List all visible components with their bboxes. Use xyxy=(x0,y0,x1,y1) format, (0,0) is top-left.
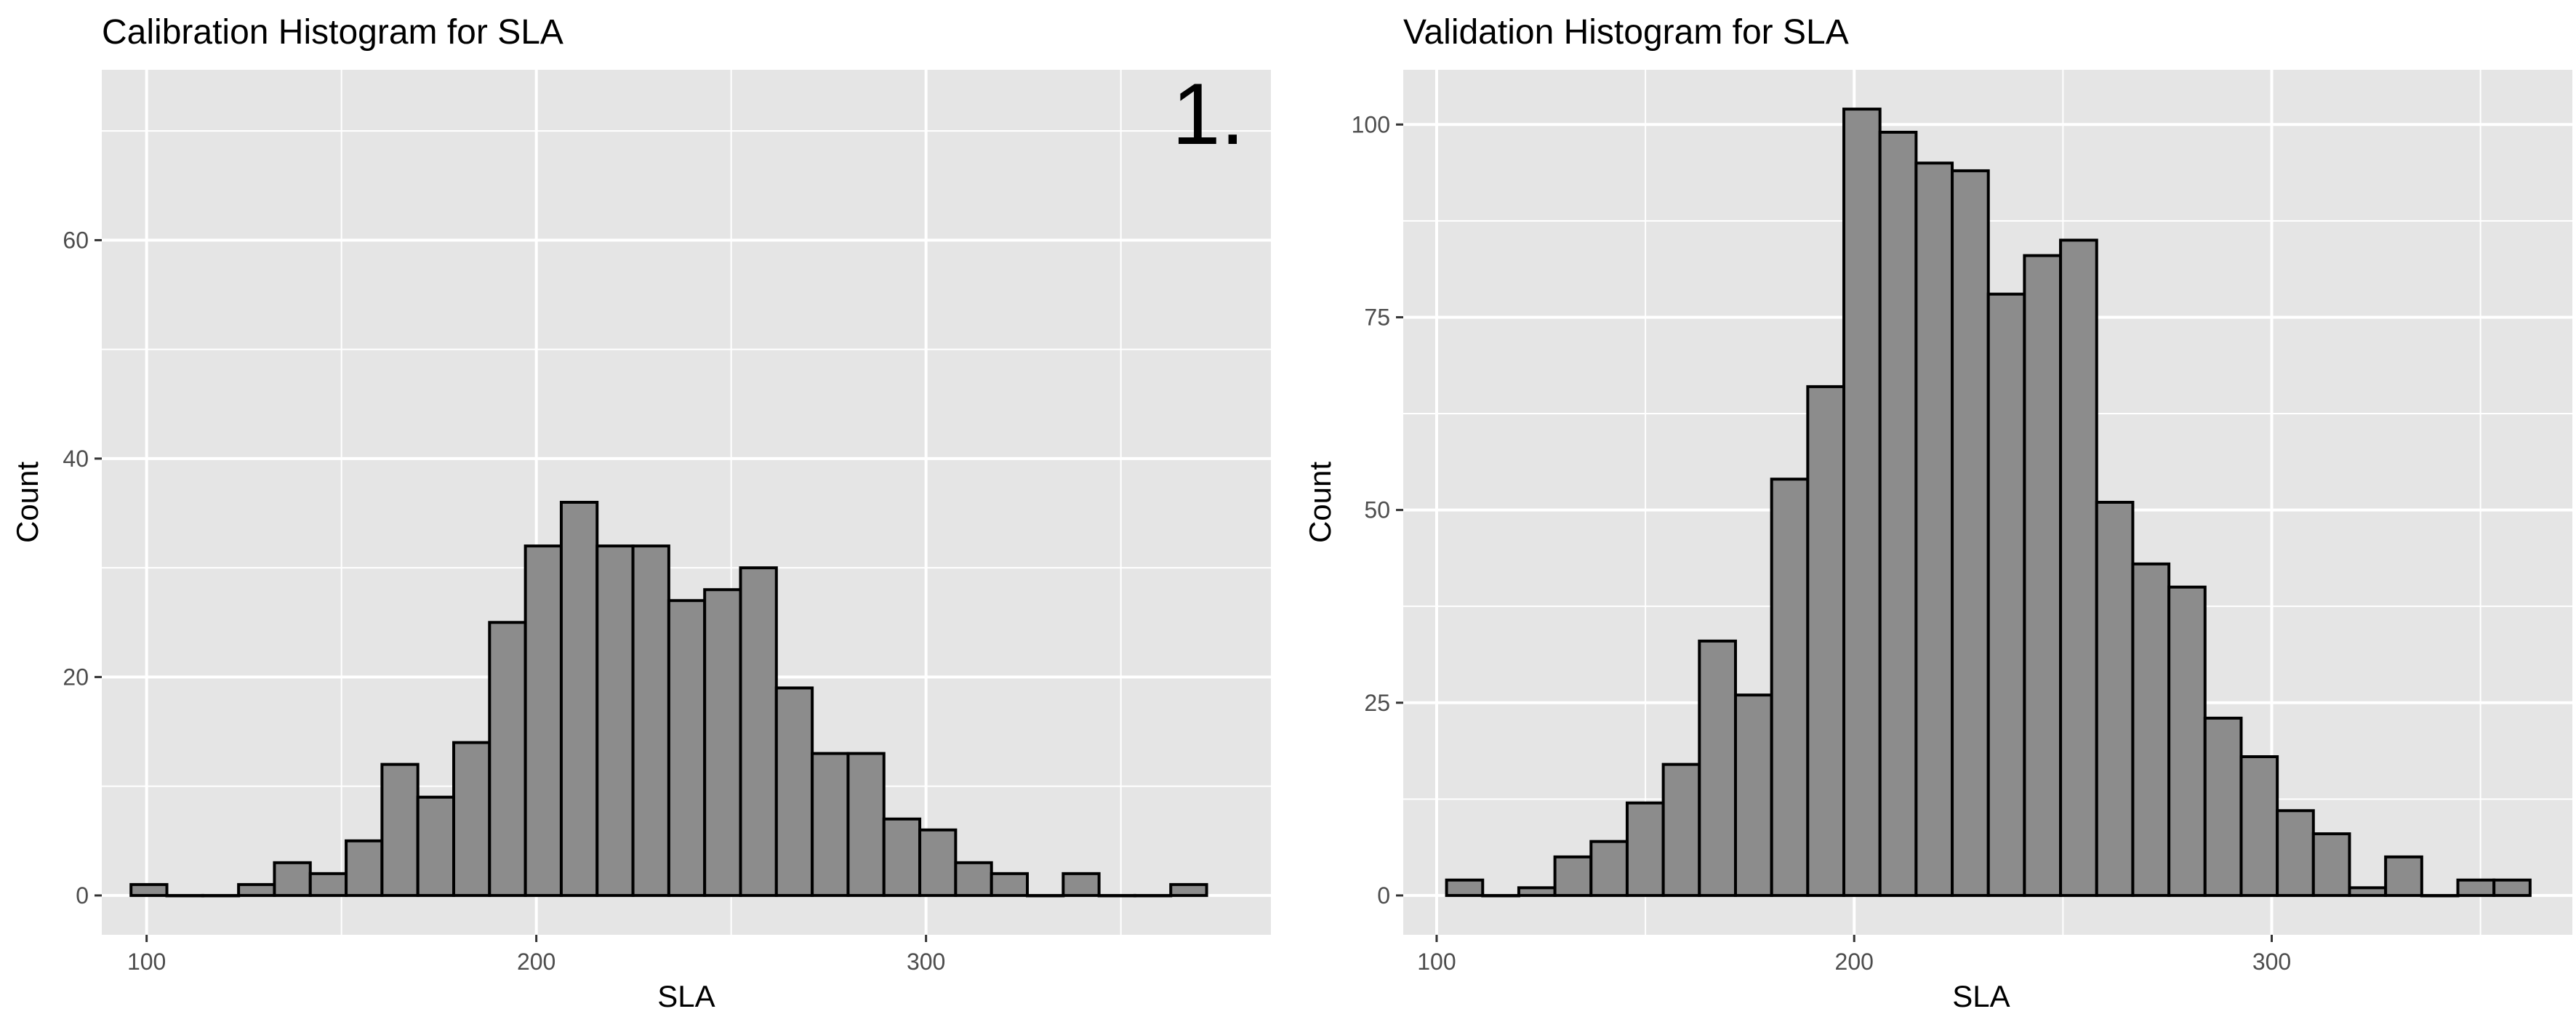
validation-y-tick-label: 25 xyxy=(1364,690,1390,716)
validation-x-axis-title: SLA xyxy=(1952,979,2010,1013)
calibration-panel-tag: 1. xyxy=(1172,65,1245,163)
calibration-y-axis: 0 20 40 60 xyxy=(63,227,102,909)
validation-bar xyxy=(1661,763,1701,897)
calibration-bar xyxy=(1169,882,1208,897)
validation-bar xyxy=(2095,501,2135,897)
validation-y-axis-title: Count xyxy=(1303,462,1337,543)
calibration-bar xyxy=(811,752,850,897)
calibration-title: Calibration Histogram for SLA xyxy=(102,13,563,52)
calibration-bar xyxy=(129,882,169,897)
validation-bar xyxy=(1842,108,1882,897)
validation-bar xyxy=(1733,693,1773,897)
calibration-x-axis-title: SLA xyxy=(657,979,715,1013)
validation-bar xyxy=(1517,886,1557,897)
validation-bar xyxy=(1625,801,1665,897)
validation-bars xyxy=(1445,108,2532,898)
validation-y-tick-label: 100 xyxy=(1352,111,1390,137)
validation-bar xyxy=(2059,238,2098,897)
validation-bar xyxy=(1878,130,1918,897)
calibration-bar xyxy=(559,501,599,897)
validation-bar xyxy=(2203,716,2243,897)
validation-x-tick-label: 200 xyxy=(1835,949,1874,975)
calibration-bar xyxy=(380,763,420,897)
calibration-bar xyxy=(308,872,348,897)
validation-bar xyxy=(2167,585,2207,897)
validation-bar xyxy=(2456,878,2496,897)
validation-y-tick-label: 75 xyxy=(1364,304,1390,330)
calibration-x-axis: 100 200 300 xyxy=(127,935,945,975)
validation-x-axis: 100 200 300 xyxy=(1417,935,2291,975)
validation-bar xyxy=(2492,878,2532,897)
calibration-bar xyxy=(703,588,742,897)
validation-bar xyxy=(2348,886,2388,897)
calibration-bar xyxy=(990,872,1029,897)
validation-bar xyxy=(1553,855,1593,897)
calibration-bar xyxy=(774,686,814,897)
calibration-bar xyxy=(273,861,312,897)
calibration-bar xyxy=(416,795,456,897)
calibration-bar xyxy=(631,544,670,897)
validation-chart: Validation Histogram for SLA 100 200 300 0… xyxy=(1303,13,2572,1013)
validation-bar xyxy=(1770,478,1810,897)
calibration-y-tick-label: 60 xyxy=(63,227,89,253)
validation-y-tick-label: 50 xyxy=(1364,497,1390,523)
validation-y-tick-label: 0 xyxy=(1377,882,1390,909)
calibration-bar xyxy=(739,566,778,897)
calibration-y-axis-title: Count xyxy=(10,462,44,543)
calibration-y-tick-label: 0 xyxy=(76,882,89,909)
validation-bar xyxy=(2276,809,2315,897)
calibration-bar xyxy=(954,861,993,897)
calibration-bar xyxy=(1062,872,1101,897)
calibration-x-tick-label: 100 xyxy=(127,949,166,975)
validation-bar xyxy=(1806,385,1846,897)
calibration-bar xyxy=(345,839,384,897)
validation-bar xyxy=(1698,639,1737,897)
validation-bar xyxy=(1589,840,1629,897)
validation-bar xyxy=(2384,855,2423,897)
calibration-y-tick-label: 40 xyxy=(63,446,89,472)
validation-bar xyxy=(1986,292,2026,897)
calibration-x-tick-label: 300 xyxy=(907,949,945,975)
calibration-bar xyxy=(595,544,635,897)
validation-bar xyxy=(1951,169,1990,897)
validation-bar xyxy=(2023,254,2063,897)
calibration-bars xyxy=(129,501,1208,898)
calibration-chart: Calibration Histogram for SLA 100 200 300 … xyxy=(10,13,1271,1013)
validation-bar xyxy=(1445,878,1485,897)
calibration-y-tick-label: 20 xyxy=(63,664,89,690)
calibration-bar xyxy=(523,544,563,897)
calibration-bar xyxy=(918,828,958,897)
calibration-x-tick-label: 200 xyxy=(517,949,555,975)
validation-title: Validation Histogram for SLA xyxy=(1403,13,1849,52)
validation-bar xyxy=(2311,832,2351,897)
calibration-bar xyxy=(452,741,491,897)
validation-bar xyxy=(2131,562,2171,897)
validation-x-tick-label: 300 xyxy=(2252,949,2291,975)
validation-bar xyxy=(2239,755,2279,897)
calibration-bar xyxy=(667,599,707,897)
calibration-bar xyxy=(846,752,886,897)
validation-bar xyxy=(1914,161,1954,897)
calibration-bar xyxy=(488,621,527,897)
validation-y-axis: 0 25 50 75 100 xyxy=(1352,111,1403,909)
validation-x-tick-label: 100 xyxy=(1417,949,1456,975)
calibration-bar xyxy=(237,882,276,897)
calibration-bar xyxy=(882,817,922,897)
